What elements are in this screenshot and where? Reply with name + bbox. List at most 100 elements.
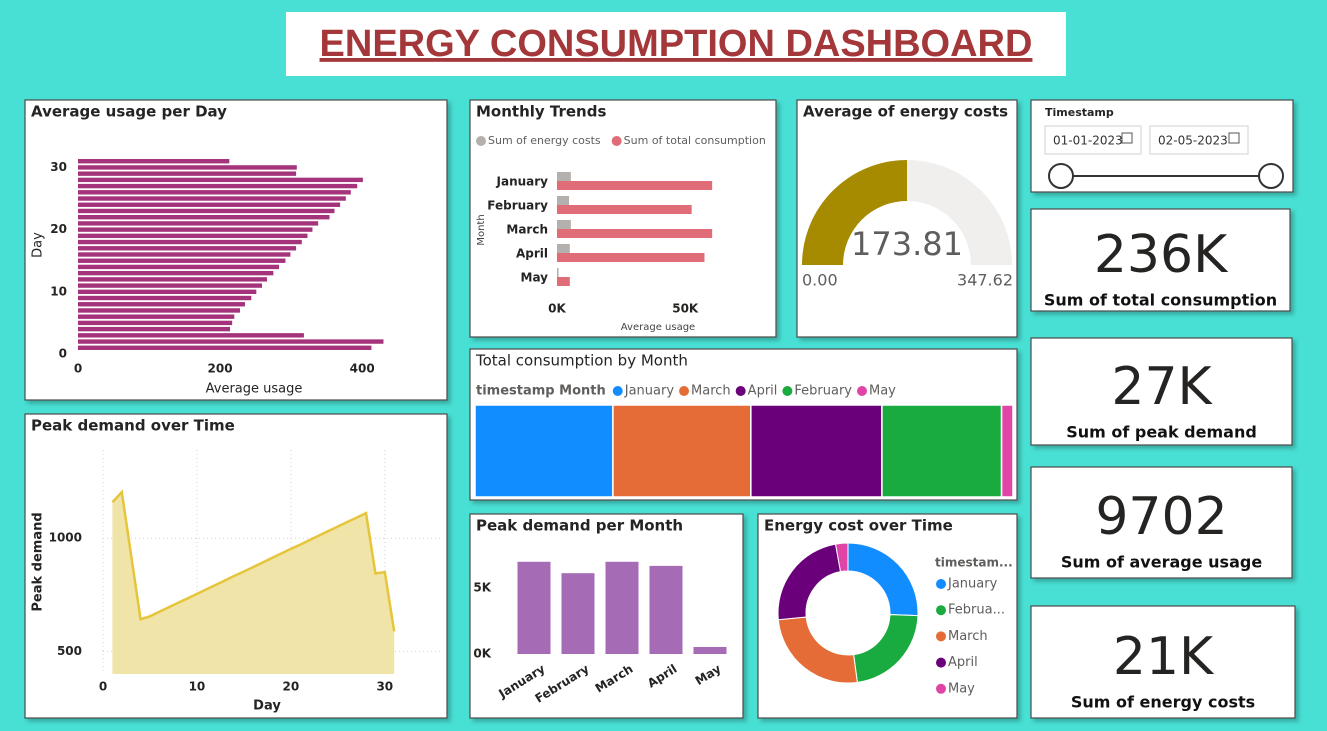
bar [78,277,267,282]
x-tick-label: 200 [208,362,233,376]
bar [557,181,713,190]
legend-label: January [624,384,675,399]
x-tick-label: 0K [548,302,566,316]
kpi-label: Sum of peak demand [1066,423,1257,442]
bar [557,196,570,205]
legend-marker [936,683,946,694]
gauge-min-label: 0.00 [802,271,838,290]
legend-marker [476,136,486,146]
date-input[interactable] [1149,125,1249,155]
panel-title: Energy cost over Time [764,517,953,535]
x-axis-label: Average usage [621,322,695,333]
bar [78,308,240,313]
bar [78,159,230,164]
y-tick-label: 30 [50,160,67,174]
line [111,489,396,632]
legend-label: Sum of total consumption [624,134,766,147]
panel-title: Average usage per Day [31,103,227,121]
donut-slice [834,542,849,573]
y-tick-label: February [487,199,548,213]
bar [78,270,274,276]
y-tick-label: 0 [59,347,67,361]
calendar-icon [1121,132,1133,144]
y-tick-label: 1000 [49,531,82,545]
bar [78,258,286,263]
bar [78,196,346,201]
dashboard-title: ENERGY CONSUMPTION DASHBOARD [320,23,1033,65]
bar [78,264,280,270]
x-tick-label: 400 [350,362,375,376]
slider-handle[interactable] [1258,163,1284,189]
y-tick-label: April [516,247,548,261]
legend-label: March [691,384,731,399]
kpi-label: Sum of total consumption [1044,291,1277,310]
panel [1030,337,1293,446]
bar [78,252,291,257]
bar [557,277,570,286]
y-tick-label: 10 [50,284,67,298]
slider-handle[interactable] [1048,163,1074,189]
bar [78,283,262,288]
y-tick-label: March [506,223,548,237]
legend-label: February [794,384,852,399]
bar [78,227,313,232]
legend-marker [936,631,946,642]
y-tick-label: January [496,175,549,189]
bar [557,172,571,181]
bar [78,190,351,195]
kpi-label: Sum of energy costs [1071,693,1255,712]
slicer-title: Timestamp [1045,106,1114,119]
bar [78,302,245,307]
bar [557,205,692,214]
bar [78,289,257,295]
legend-marker [735,386,746,396]
bar [605,561,639,654]
legend-label: April [948,655,978,670]
kpi-value: 9702 [1095,487,1227,547]
date-input[interactable] [1044,125,1142,155]
bar [78,320,233,326]
panel [1030,208,1291,312]
x-tick-label: 30 [376,680,393,694]
legend-label: May [869,384,896,399]
area-fill [112,492,395,674]
bar [78,326,231,332]
x-axis-label: Average usage [206,382,303,397]
kpi-value: 236K [1094,225,1229,285]
bar [557,253,705,262]
y-axis-label: Month [476,214,487,245]
panel-title: Total consumption by Month [475,352,688,370]
y-tick-label: 500 [57,644,82,658]
calendar-icon [1228,132,1240,144]
panel-title: Average of energy costs [803,103,1008,121]
legend-marker [936,657,946,668]
legend-marker [936,605,946,616]
bar [78,233,308,239]
bar [517,561,551,654]
legend-marker [782,386,793,396]
bar [78,183,358,189]
y-tick-label: 0K [473,647,491,661]
treemap-tile [612,404,752,498]
treemap-tile [750,404,883,498]
x-tick-label: 0 [99,680,107,694]
panel [1030,466,1293,579]
bar [78,202,341,207]
bar [557,268,559,277]
bar [693,646,727,654]
y-tick-label: 5K [473,580,491,594]
bar [78,165,297,170]
bar [78,339,384,344]
legend-label: Sum of energy costs [488,134,601,147]
legend-title: timestam... [935,556,1013,570]
legend-label: March [948,629,988,644]
x-tick-label: 50K [672,302,699,316]
bar [561,573,595,654]
bar [78,177,363,183]
gauge-value-label: 173.81 [851,225,963,263]
kpi-value: 27K [1111,357,1213,417]
x-tick-label: 20 [283,680,300,694]
panel-title: Peak demand per Month [476,517,683,535]
treemap-tile [1000,404,1014,498]
legend-marker [679,386,690,396]
